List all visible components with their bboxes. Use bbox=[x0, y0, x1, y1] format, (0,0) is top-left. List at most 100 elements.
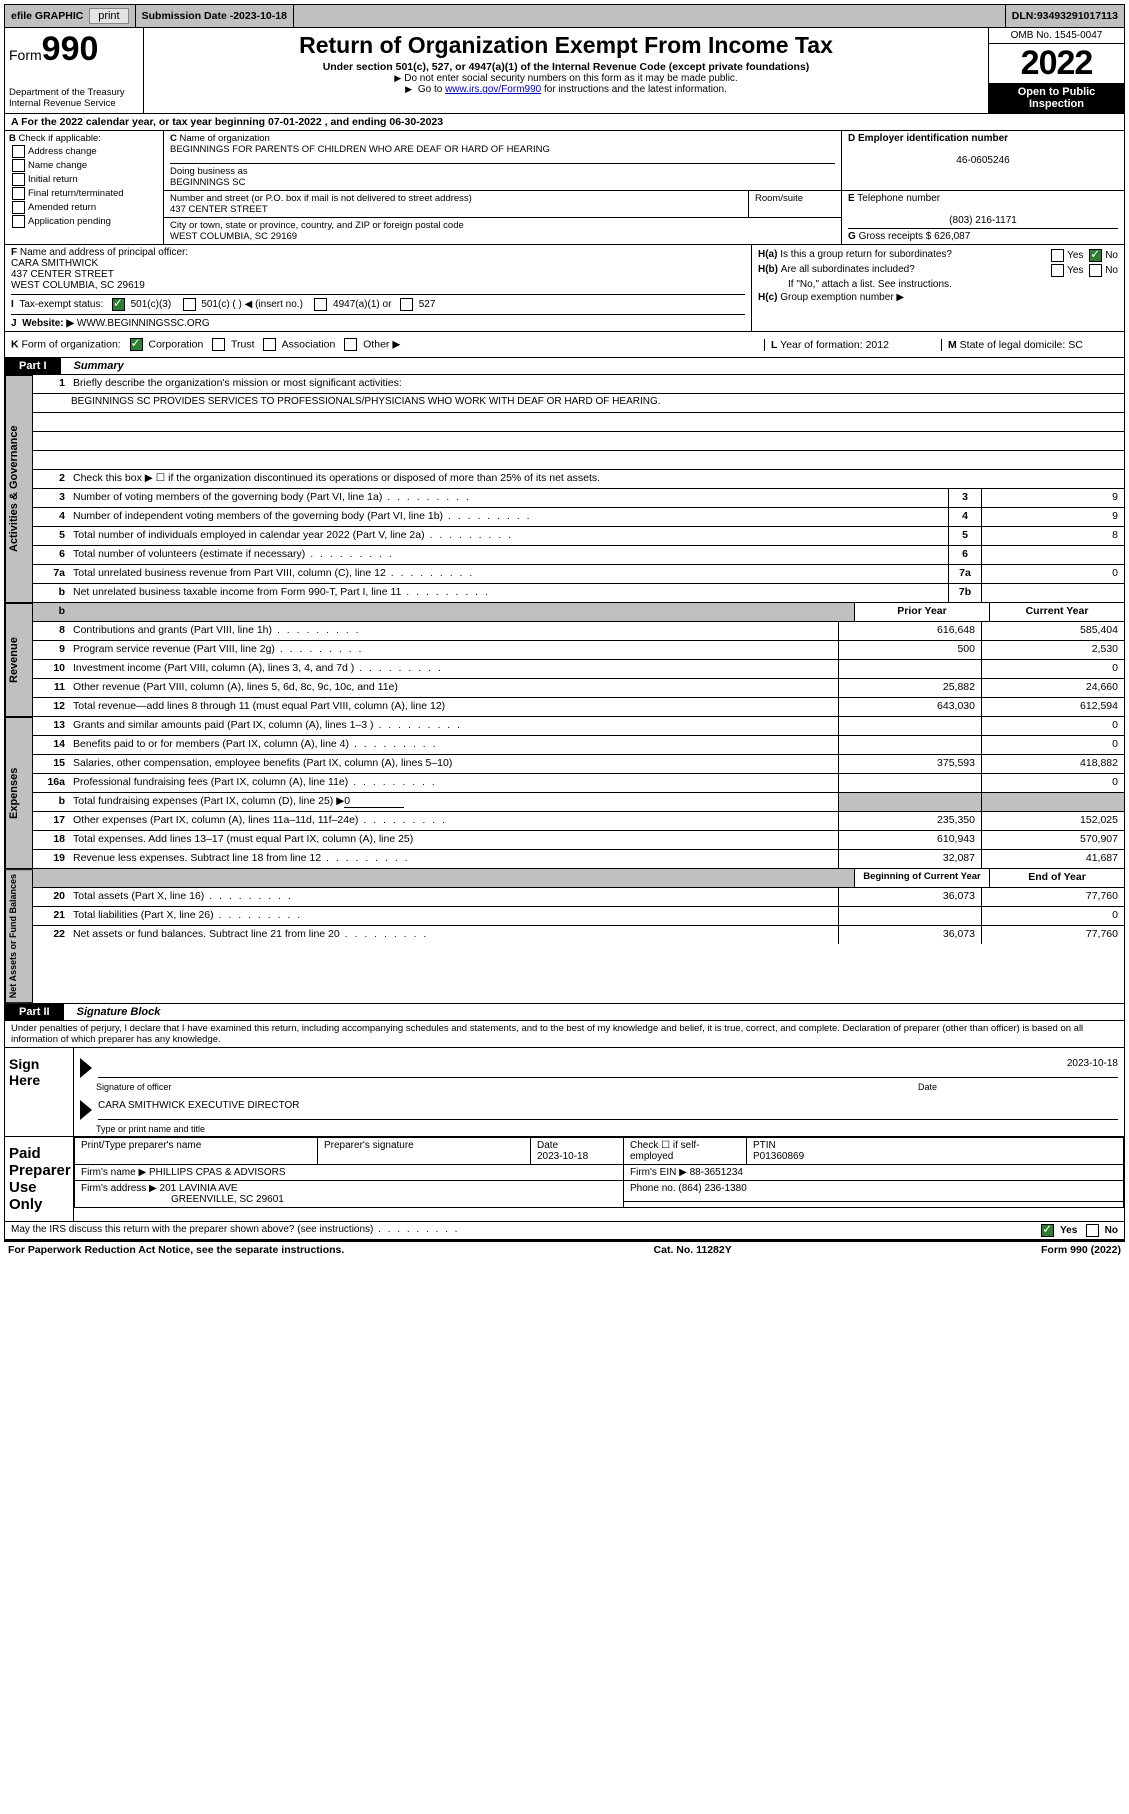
discuss-no[interactable] bbox=[1086, 1224, 1099, 1237]
l5-text: Total number of individuals employed in … bbox=[69, 527, 948, 545]
street-value: 437 CENTER STREET bbox=[170, 204, 268, 215]
hb-label: Are all subordinates included? bbox=[781, 264, 915, 275]
rowA-end: 06-30-2023 bbox=[389, 116, 443, 128]
chk-4947[interactable] bbox=[314, 298, 327, 311]
sig-declaration: Under penalties of perjury, I declare th… bbox=[5, 1021, 1124, 1047]
l16b-text: Total fundraising expenses (Part IX, col… bbox=[73, 795, 344, 807]
chk-other[interactable] bbox=[344, 338, 357, 351]
city-value: WEST COLUMBIA, SC 29169 bbox=[170, 231, 297, 242]
officer-city: WEST COLUMBIA, SC 29619 bbox=[11, 280, 145, 291]
l16b-curr-gray bbox=[981, 793, 1124, 811]
l10-prior bbox=[838, 660, 981, 678]
mission-blank2 bbox=[33, 432, 1124, 451]
open-inspection: Open to Public Inspection bbox=[989, 83, 1124, 113]
vtab-expenses: Expenses bbox=[5, 717, 33, 869]
dba-label: Doing business as bbox=[170, 166, 248, 177]
formorg-label: Form of organization: bbox=[22, 338, 121, 350]
l2-text: Check this box ▶ ☐ if the organization d… bbox=[69, 470, 1124, 488]
firm-addr2: GREENVILLE, SC 29601 bbox=[81, 1194, 284, 1205]
phone-label: Telephone number bbox=[857, 193, 940, 204]
dba-value: BEGINNINGS SC bbox=[170, 177, 246, 188]
form-prefix: Form bbox=[9, 47, 42, 63]
l1-label: Briefly describe the organization's miss… bbox=[69, 375, 1124, 393]
officer-street: 437 CENTER STREET bbox=[11, 269, 114, 280]
col-end: End of Year bbox=[989, 869, 1124, 887]
form-number: 990 bbox=[42, 30, 99, 68]
top-bar: efile GRAPHIC print Submission Date - 20… bbox=[4, 4, 1125, 28]
ha-no[interactable] bbox=[1089, 249, 1102, 262]
chk-assoc[interactable] bbox=[263, 338, 276, 351]
tax-year: 2022 bbox=[989, 44, 1124, 83]
chk-501c3[interactable] bbox=[112, 298, 125, 311]
sig-officer-name: CARA SMITHWICK EXECUTIVE DIRECTOR bbox=[98, 1100, 1118, 1120]
chk-corp[interactable] bbox=[130, 338, 143, 351]
chk-amended[interactable]: Amended return bbox=[9, 201, 159, 214]
chk-527[interactable] bbox=[400, 298, 413, 311]
gross-value: 626,087 bbox=[934, 231, 970, 242]
chk-trust[interactable] bbox=[212, 338, 225, 351]
l7b-val bbox=[981, 584, 1124, 602]
l10-text: Investment income (Part VIII, column (A)… bbox=[69, 660, 838, 678]
chk-final-return[interactable]: Final return/terminated bbox=[9, 187, 159, 200]
hb-no[interactable] bbox=[1089, 264, 1102, 277]
year-form-label: Year of formation: bbox=[780, 339, 863, 351]
l20-curr: 77,760 bbox=[981, 888, 1124, 906]
col-b-checkboxes: B Check if applicable: Address change Na… bbox=[5, 131, 164, 244]
tax-status-label: Tax-exempt status: bbox=[19, 299, 103, 310]
chk-initial-return[interactable]: Initial return bbox=[9, 173, 159, 186]
signature-block: Under penalties of perjury, I declare th… bbox=[4, 1021, 1125, 1241]
footer-mid: Cat. No. 11282Y bbox=[654, 1244, 732, 1256]
ein-value: 46-0605246 bbox=[848, 155, 1118, 166]
l3-val: 9 bbox=[981, 489, 1124, 507]
officer-name: CARA SMITHWICK bbox=[11, 258, 98, 269]
l8-text: Contributions and grants (Part VIII, lin… bbox=[69, 622, 838, 640]
l21-curr: 0 bbox=[981, 907, 1124, 925]
l11-text: Other revenue (Part VIII, column (A), li… bbox=[69, 679, 838, 697]
chk-address-change[interactable]: Address change bbox=[9, 145, 159, 158]
omb-number: OMB No. 1545-0047 bbox=[989, 28, 1124, 44]
l18-text: Total expenses. Add lines 13–17 (must eq… bbox=[69, 831, 838, 849]
chk-name-change[interactable]: Name change bbox=[9, 159, 159, 172]
discuss-yes[interactable] bbox=[1041, 1224, 1054, 1237]
hc-label: Group exemption number ▶ bbox=[780, 292, 904, 303]
l6-val bbox=[981, 546, 1124, 564]
chk-app-pending[interactable]: Application pending bbox=[9, 215, 159, 228]
subdate: 2023-10-18 bbox=[233, 10, 287, 22]
l16b-val: 0 bbox=[344, 795, 404, 808]
irs-link[interactable]: www.irs.gov/Form990 bbox=[445, 84, 541, 95]
firm-addr-label: Firm's address ▶ bbox=[81, 1183, 157, 1194]
section-net-assets: Net Assets or Fund Balances Beginning of… bbox=[4, 869, 1125, 1004]
l20-text: Total assets (Part X, line 16) bbox=[69, 888, 838, 906]
sig-date: 2023-10-18 bbox=[1067, 1058, 1118, 1069]
l15-curr: 418,882 bbox=[981, 755, 1124, 773]
l16b-prior-gray bbox=[838, 793, 981, 811]
l19-curr: 41,687 bbox=[981, 850, 1124, 868]
l14-curr: 0 bbox=[981, 736, 1124, 754]
ptin-label: PTIN bbox=[753, 1140, 776, 1151]
block-fh: F Name and address of principal officer:… bbox=[4, 245, 1125, 332]
gross-label: Gross receipts $ bbox=[859, 231, 932, 242]
chk-501c[interactable] bbox=[183, 298, 196, 311]
l11-curr: 24,660 bbox=[981, 679, 1124, 697]
l21-text: Total liabilities (Part X, line 26) bbox=[69, 907, 838, 925]
ein-label: Employer identification number bbox=[858, 133, 1008, 144]
website-value: WWW.BEGINNINGSSC.ORG bbox=[77, 318, 210, 329]
section-expenses: Expenses 13Grants and similar amounts pa… bbox=[4, 717, 1125, 869]
part2-title: Signature Block bbox=[67, 1006, 161, 1018]
sig-date-label: Date bbox=[918, 1082, 1118, 1092]
org-name: BEGINNINGS FOR PARENTS OF CHILDREN WHO A… bbox=[170, 144, 550, 155]
street-label: Number and street (or P.O. box if mail i… bbox=[170, 193, 472, 204]
hb-yes[interactable] bbox=[1051, 264, 1064, 277]
city-label: City or town, state or province, country… bbox=[170, 220, 464, 231]
firm-ein: 88-3651234 bbox=[690, 1167, 743, 1178]
l16a-curr: 0 bbox=[981, 774, 1124, 792]
l8-curr: 585,404 bbox=[981, 622, 1124, 640]
firm-phone-label: Phone no. bbox=[630, 1183, 676, 1194]
note-goto-post: for instructions and the latest informat… bbox=[544, 84, 727, 95]
mission-text: BEGINNINGS SC PROVIDES SERVICES TO PROFE… bbox=[33, 394, 1124, 413]
print-button[interactable]: print bbox=[89, 8, 128, 24]
mission-blank3 bbox=[33, 451, 1124, 470]
prep-self-emp: Check ☐ if self-employed bbox=[624, 1138, 747, 1165]
firm-addr1: 201 LAVINIA AVE bbox=[160, 1183, 238, 1194]
ha-yes[interactable] bbox=[1051, 249, 1064, 262]
